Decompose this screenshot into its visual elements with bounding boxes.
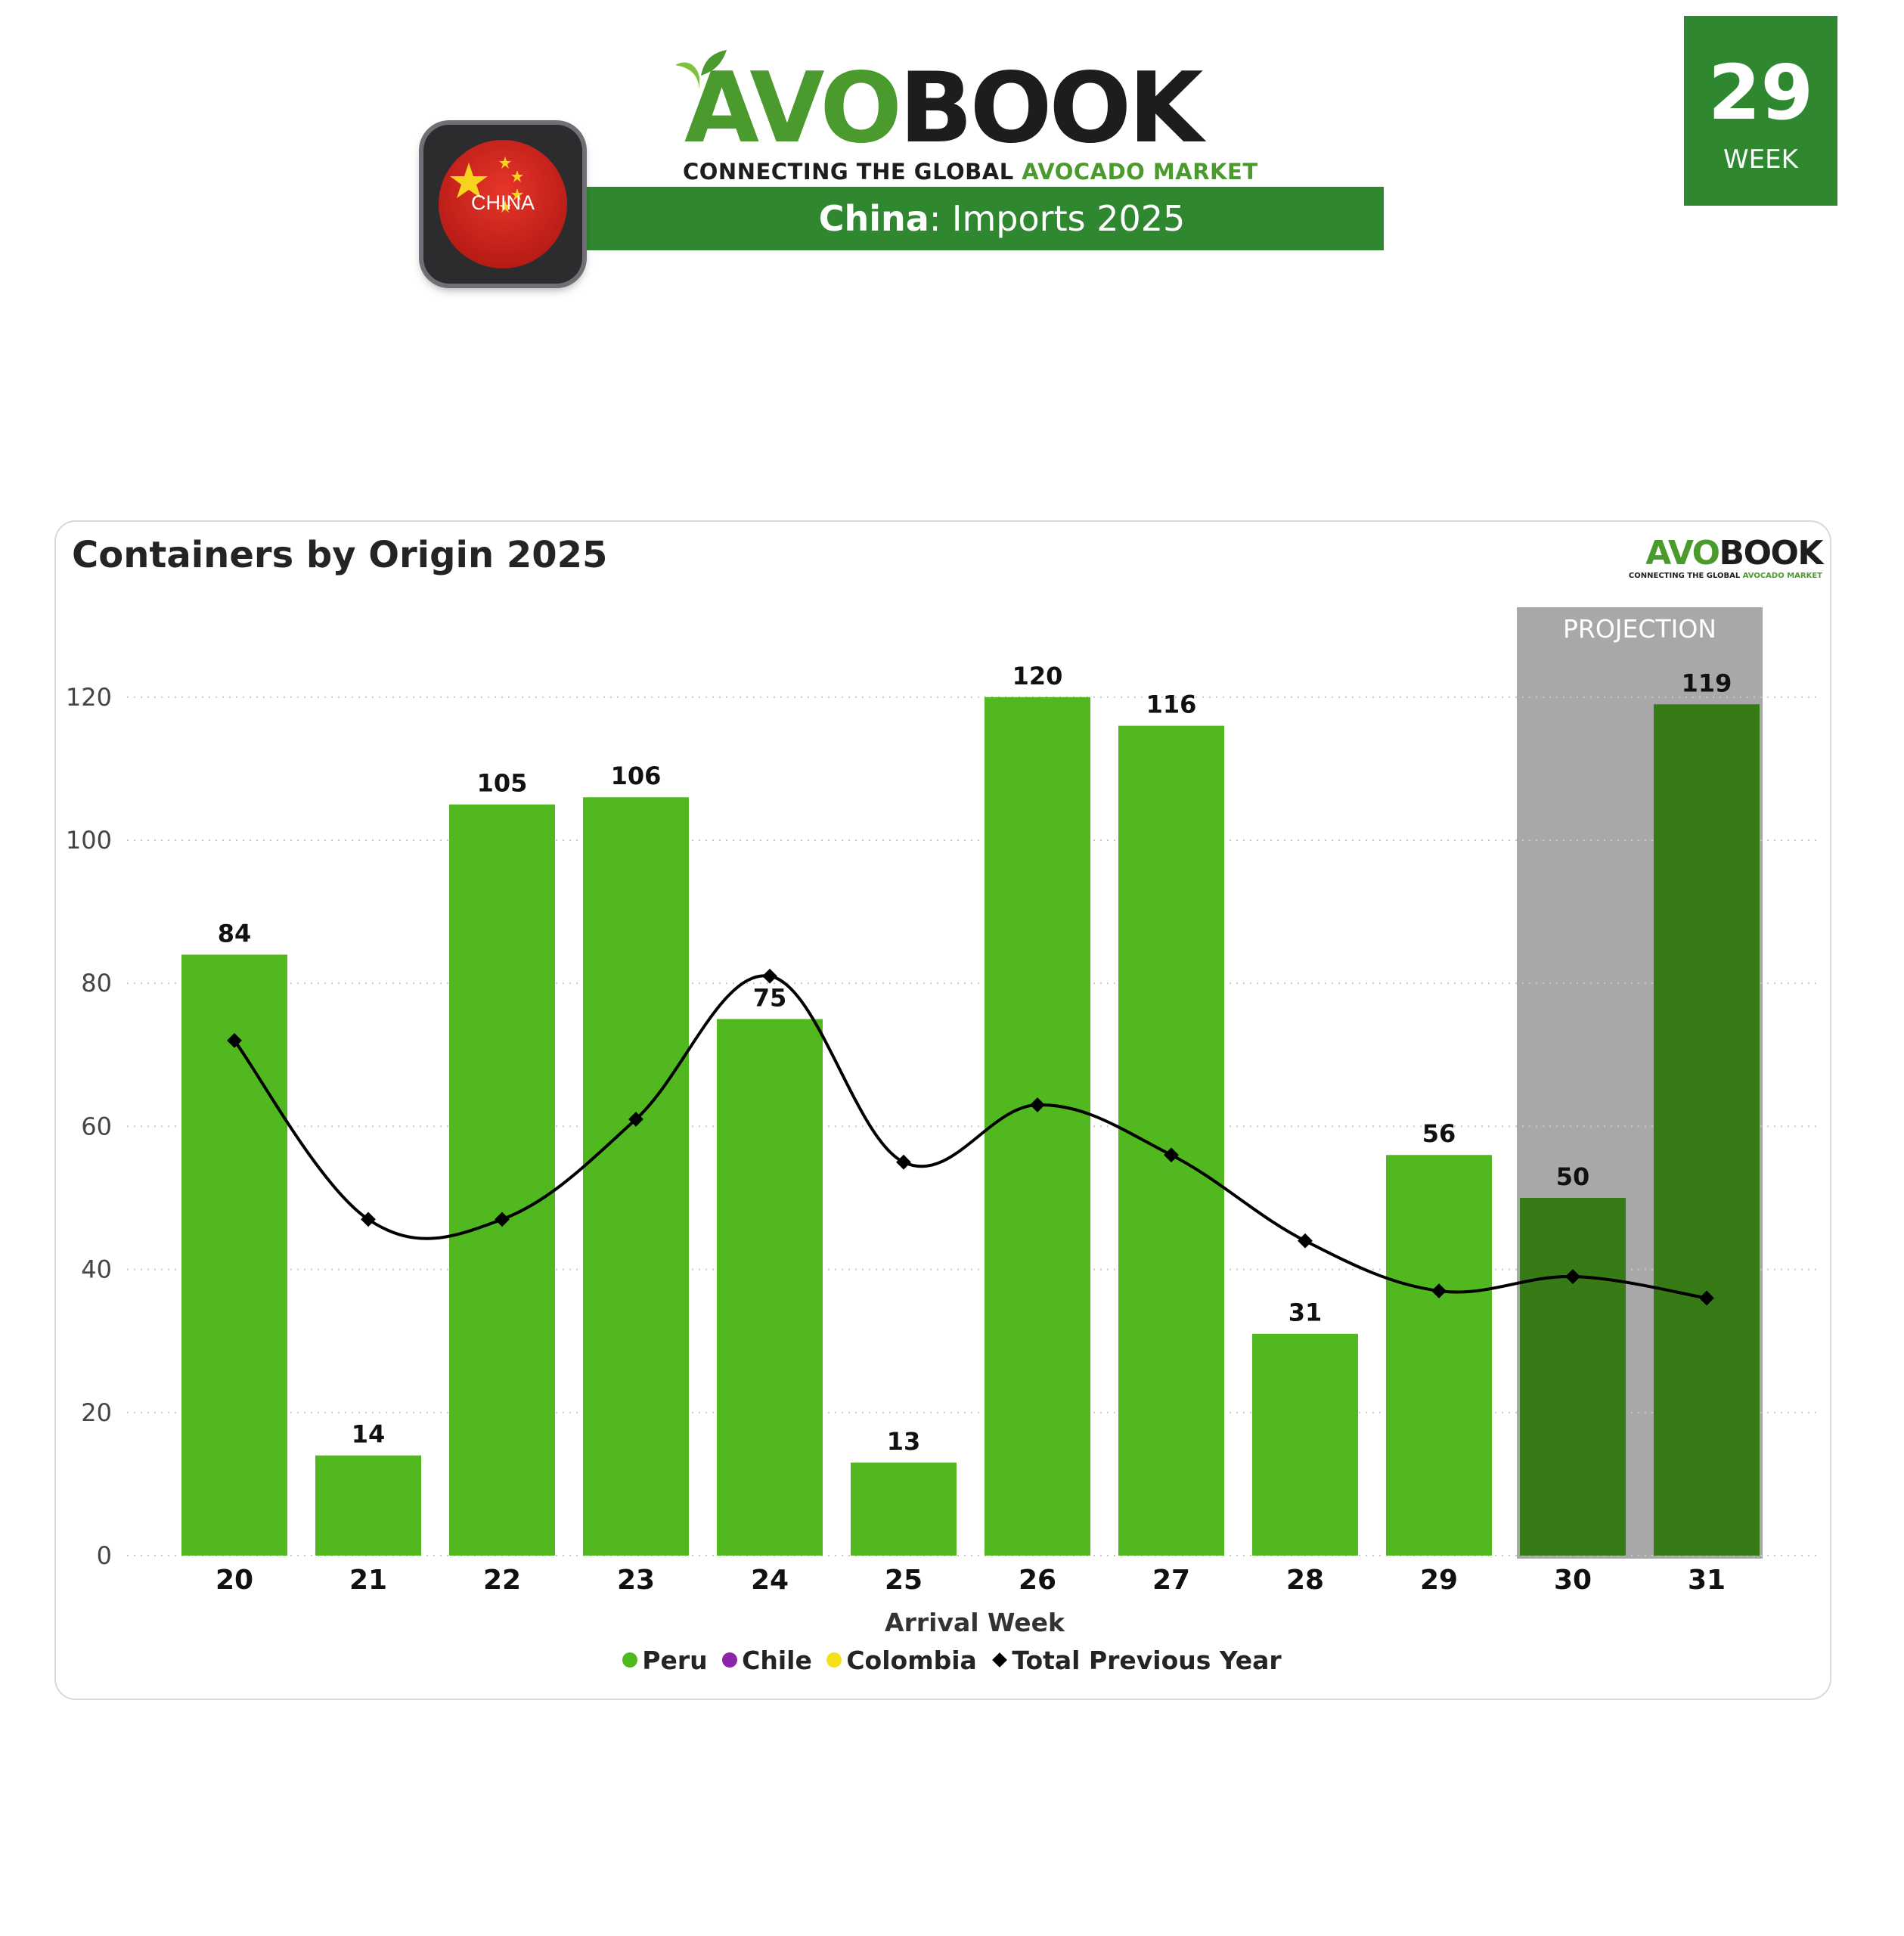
y-tick-label: 60 xyxy=(81,1112,112,1140)
week-number: 29 xyxy=(1707,48,1814,137)
data-label: 119 xyxy=(1682,669,1732,697)
data-label: 105 xyxy=(477,769,528,798)
flag-label: CHINA xyxy=(470,191,535,214)
x-tick-label: 21 xyxy=(349,1565,387,1596)
previous-year-point-week-27 xyxy=(1164,1147,1179,1163)
x-tick-label: 22 xyxy=(483,1565,521,1596)
bar-peru-week-30 xyxy=(1520,1198,1626,1556)
previous-year-point-week-29 xyxy=(1431,1283,1447,1298)
y-tick-label: 40 xyxy=(81,1255,112,1284)
watermark-tag-part2: AVOCADO MARKET xyxy=(1742,572,1822,580)
title-bar: China: Imports 2025 xyxy=(529,187,1384,250)
data-label: 13 xyxy=(887,1427,921,1456)
y-tick-label: 100 xyxy=(66,826,112,855)
y-tick-label: 80 xyxy=(81,969,112,997)
previous-year-diamond-icon xyxy=(992,1652,1008,1668)
chile-dot-icon xyxy=(722,1652,738,1668)
legend-item-previous-year[interactable]: Total Previous Year xyxy=(991,1646,1282,1675)
projection-label: PROJECTION xyxy=(1563,614,1716,644)
previous-year-point-week-21 xyxy=(361,1212,376,1227)
tagline-part2: AVOCADO MARKET xyxy=(1022,159,1258,185)
x-tick-label: 26 xyxy=(1019,1565,1056,1596)
previous-year-point-week-22 xyxy=(495,1212,510,1227)
data-label: 116 xyxy=(1146,690,1197,719)
legend-label-peru: Peru xyxy=(642,1646,708,1675)
bar-peru-week-22 xyxy=(449,804,555,1556)
previous-year-point-week-28 xyxy=(1298,1233,1313,1249)
data-label: 120 xyxy=(1012,662,1063,690)
bar-peru-week-31 xyxy=(1654,704,1760,1556)
x-tick-label: 25 xyxy=(885,1565,923,1596)
x-tick-label: 30 xyxy=(1554,1565,1592,1596)
legend-item-colombia[interactable]: Colombia xyxy=(826,1646,977,1675)
bar-peru-week-28 xyxy=(1252,1333,1358,1556)
previous-year-point-week-23 xyxy=(628,1112,643,1127)
data-label: 106 xyxy=(611,762,662,790)
y-tick-label: 120 xyxy=(66,683,112,712)
bar-peru-week-23 xyxy=(583,797,689,1556)
logo-book: BOOK xyxy=(899,52,1203,165)
logo-tagline: CONNECTING THE GLOBAL AVOCADO MARKET xyxy=(683,159,1258,185)
y-tick-label: 20 xyxy=(81,1398,112,1427)
x-tick-label: 31 xyxy=(1688,1565,1726,1596)
x-tick-label: 27 xyxy=(1152,1565,1190,1596)
bar-peru-week-26 xyxy=(985,697,1090,1556)
bar-peru-week-20 xyxy=(181,954,287,1556)
watermark-tag-part1: CONNECTING THE GLOBAL xyxy=(1628,572,1743,580)
colombia-dot-icon xyxy=(826,1652,842,1668)
x-tick-label: 20 xyxy=(216,1565,253,1596)
data-label: 31 xyxy=(1288,1298,1323,1327)
watermark-tagline: CONNECTING THE GLOBAL AVOCADO MARKET xyxy=(1629,572,1822,580)
chart-title: Containers by Origin 2025 xyxy=(72,534,608,576)
avobook-logo: AVOBOOK CONNECTING THE GLOBAL AVOCADO MA… xyxy=(669,45,1257,189)
peru-dot-icon xyxy=(622,1652,638,1668)
data-label: 75 xyxy=(753,984,787,1013)
legend-item-chile[interactable]: Chile xyxy=(722,1646,812,1675)
logo-avo: AVO xyxy=(684,52,902,165)
data-label: 50 xyxy=(1556,1162,1590,1191)
watermark-avo: AVO xyxy=(1645,534,1720,572)
watermark-logo: AVOBOOK CONNECTING THE GLOBAL AVOCADO MA… xyxy=(1626,534,1824,584)
legend-item-peru[interactable]: Peru xyxy=(622,1646,708,1675)
title-rest: : Imports 2025 xyxy=(929,198,1186,239)
previous-year-point-week-30 xyxy=(1565,1269,1580,1284)
china-flag-badge: CHINA xyxy=(423,125,582,284)
leaf-icon xyxy=(675,50,727,89)
week-badge: 29 WEEK xyxy=(1684,16,1837,206)
previous-year-point-week-24 xyxy=(762,968,777,984)
week-label: WEEK xyxy=(1723,144,1798,175)
bar-peru-week-27 xyxy=(1118,725,1224,1556)
bar-peru-week-29 xyxy=(1386,1155,1492,1556)
title-country: China xyxy=(818,198,929,239)
previous-year-point-week-26 xyxy=(1030,1097,1045,1112)
y-tick-label: 0 xyxy=(97,1541,112,1570)
x-tick-label: 24 xyxy=(751,1565,789,1596)
chart-legend: Peru Chile Colombia Total Previous Year xyxy=(0,1646,1904,1675)
x-axis-title: Arrival Week xyxy=(885,1608,1065,1637)
tagline-part1: CONNECTING THE GLOBAL xyxy=(683,159,1022,185)
previous-year-point-week-20 xyxy=(227,1032,242,1048)
china-flag-icon xyxy=(439,140,567,268)
legend-label-colombia: Colombia xyxy=(846,1646,977,1675)
bar-peru-week-25 xyxy=(851,1463,957,1556)
watermark-book: BOOK xyxy=(1719,534,1824,572)
previous-year-point-week-31 xyxy=(1699,1290,1714,1306)
legend-label-chile: Chile xyxy=(742,1646,812,1675)
x-tick-label: 28 xyxy=(1286,1565,1324,1596)
bar-peru-week-24 xyxy=(717,1019,823,1556)
legend-label-previous-year: Total Previous Year xyxy=(1012,1646,1282,1675)
bar-peru-week-21 xyxy=(315,1455,421,1556)
data-label: 84 xyxy=(218,919,252,948)
logo-wordmark: AVOBOOK xyxy=(684,60,1203,157)
x-tick-label: 23 xyxy=(617,1565,655,1596)
previous-year-point-week-25 xyxy=(896,1154,911,1170)
page-title: China: Imports 2025 xyxy=(529,187,1384,250)
x-tick-label: 29 xyxy=(1420,1565,1458,1596)
data-label: 14 xyxy=(352,1420,386,1449)
data-label: 56 xyxy=(1422,1119,1456,1148)
watermark-wordmark: AVOBOOK xyxy=(1645,534,1824,572)
